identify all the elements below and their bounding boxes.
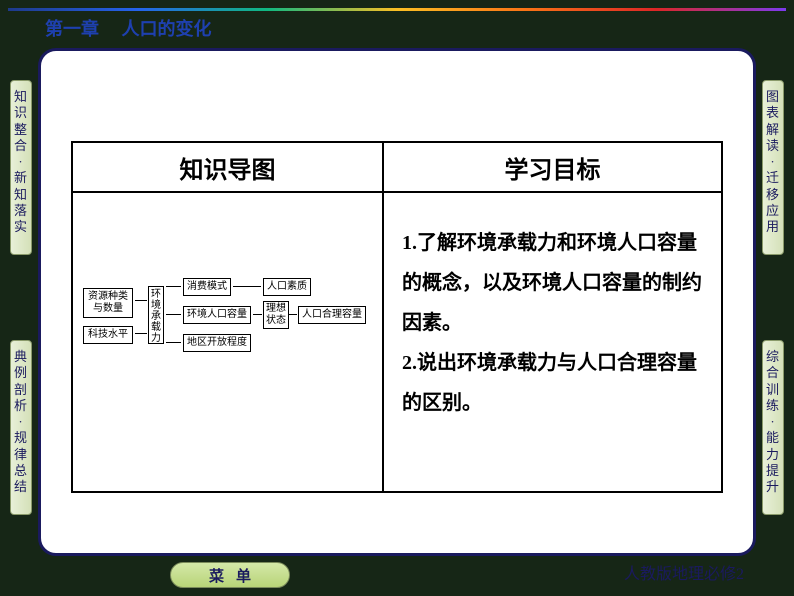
line	[233, 286, 261, 287]
tab-chart-reading[interactable]: 图表解读·迁移应用	[762, 80, 784, 255]
tab-label: 综合训练·能力提升	[765, 349, 781, 495]
node-consume: 消费模式	[183, 278, 231, 296]
objective-2: 2.说出环境承载力与人口合理容量的区别。	[402, 343, 703, 423]
tab-example-analysis[interactable]: 典例剖析·规律总结	[10, 340, 32, 515]
line	[135, 333, 147, 334]
table-header-row: 知识导图 学习目标	[73, 143, 721, 193]
node-popcap: 环境人口容量	[183, 306, 251, 324]
line	[253, 314, 262, 315]
footer-text: 人教版地理必修2	[624, 560, 744, 584]
rainbow-divider	[8, 8, 786, 11]
menu-label: 菜单	[209, 565, 263, 586]
node-openness: 地区开放程度	[183, 334, 251, 352]
main-content-frame: 知识导图 学习目标 资源种类与数量 科技水平 环境承载力 消费模式 环境人口容量…	[38, 48, 756, 556]
node-tech: 科技水平	[83, 326, 133, 344]
header-learning-objectives: 学习目标	[384, 143, 721, 191]
menu-button[interactable]: 菜单	[170, 562, 290, 588]
header-knowledge-map: 知识导图	[73, 143, 384, 191]
tab-knowledge-integration[interactable]: 知识整合·新知落实	[10, 80, 32, 255]
line	[166, 286, 181, 287]
tab-comprehensive-training[interactable]: 综合训练·能力提升	[762, 340, 784, 515]
chapter-label: 第一章	[45, 19, 99, 39]
node-reasonable: 人口合理容量	[298, 306, 366, 324]
tab-label: 典例剖析·规律总结	[13, 349, 29, 495]
table-body-row: 资源种类与数量 科技水平 环境承载力 消费模式 环境人口容量 地区开放程度 人口…	[73, 193, 721, 491]
line	[135, 300, 147, 301]
node-quality: 人口素质	[263, 278, 311, 296]
line	[289, 314, 297, 315]
line	[166, 314, 181, 315]
node-ideal: 理想状态	[263, 301, 289, 329]
chapter-title: 人口的变化	[122, 19, 212, 39]
page-header: 第一章 人口的变化	[45, 15, 212, 41]
content-table: 知识导图 学习目标 资源种类与数量 科技水平 环境承载力 消费模式 环境人口容量…	[71, 141, 723, 493]
tab-label: 图表解读·迁移应用	[765, 89, 781, 235]
objectives-cell: 1.了解环境承载力和环境人口容量的概念，以及环境人口容量的制约因素。 2.说出环…	[384, 193, 721, 491]
tab-label: 知识整合·新知落实	[13, 89, 29, 235]
objective-1: 1.了解环境承载力和环境人口容量的概念，以及环境人口容量的制约因素。	[402, 223, 703, 343]
node-resource: 资源种类与数量	[83, 288, 133, 318]
knowledge-diagram-cell: 资源种类与数量 科技水平 环境承载力 消费模式 环境人口容量 地区开放程度 人口…	[73, 193, 384, 491]
node-carry-capacity: 环境承载力	[148, 286, 164, 344]
line	[166, 342, 181, 343]
